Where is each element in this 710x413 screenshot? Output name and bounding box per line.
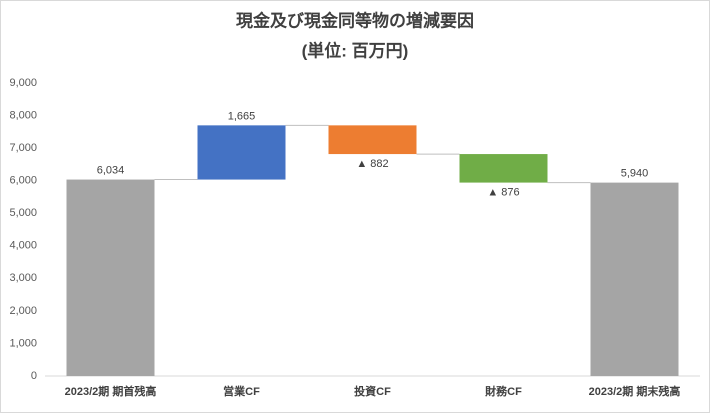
y-tick-label: 8,000 bbox=[9, 109, 37, 121]
y-tick-label: 3,000 bbox=[9, 272, 37, 284]
x-tick-label: 投資CF bbox=[354, 384, 391, 398]
data-label: ▲ 882 bbox=[356, 158, 388, 170]
data-label: 6,034 bbox=[97, 164, 125, 176]
x-tick-label: 2023/2期 期首残高 bbox=[65, 384, 157, 398]
chart-subtitle: (単位: 百万円) bbox=[302, 40, 409, 60]
bar bbox=[197, 125, 286, 180]
x-tick-label: 財務CF bbox=[484, 384, 522, 398]
y-tick-label: 9,000 bbox=[9, 77, 37, 89]
x-tick-label: 営業CF bbox=[223, 384, 260, 398]
data-label: 5,940 bbox=[621, 168, 649, 180]
y-tick-label: 0 bbox=[31, 370, 37, 382]
data-label: ▲ 876 bbox=[487, 186, 519, 198]
y-tick-label: 6,000 bbox=[9, 175, 37, 187]
y-tick-label: 7,000 bbox=[9, 142, 37, 154]
bar bbox=[328, 125, 417, 155]
data-label: 1,665 bbox=[228, 110, 256, 122]
y-tick-label: 2,000 bbox=[9, 305, 37, 317]
x-tick-label: 2023/2期 期末残高 bbox=[589, 384, 681, 398]
bar bbox=[590, 182, 679, 376]
y-tick-label: 4,000 bbox=[9, 240, 37, 252]
bar bbox=[66, 179, 155, 376]
y-tick-label: 1,000 bbox=[9, 337, 37, 349]
chart-title: 現金及び現金同等物の増減要因 bbox=[236, 10, 474, 30]
bar bbox=[459, 154, 548, 183]
y-tick-label: 5,000 bbox=[9, 207, 37, 219]
